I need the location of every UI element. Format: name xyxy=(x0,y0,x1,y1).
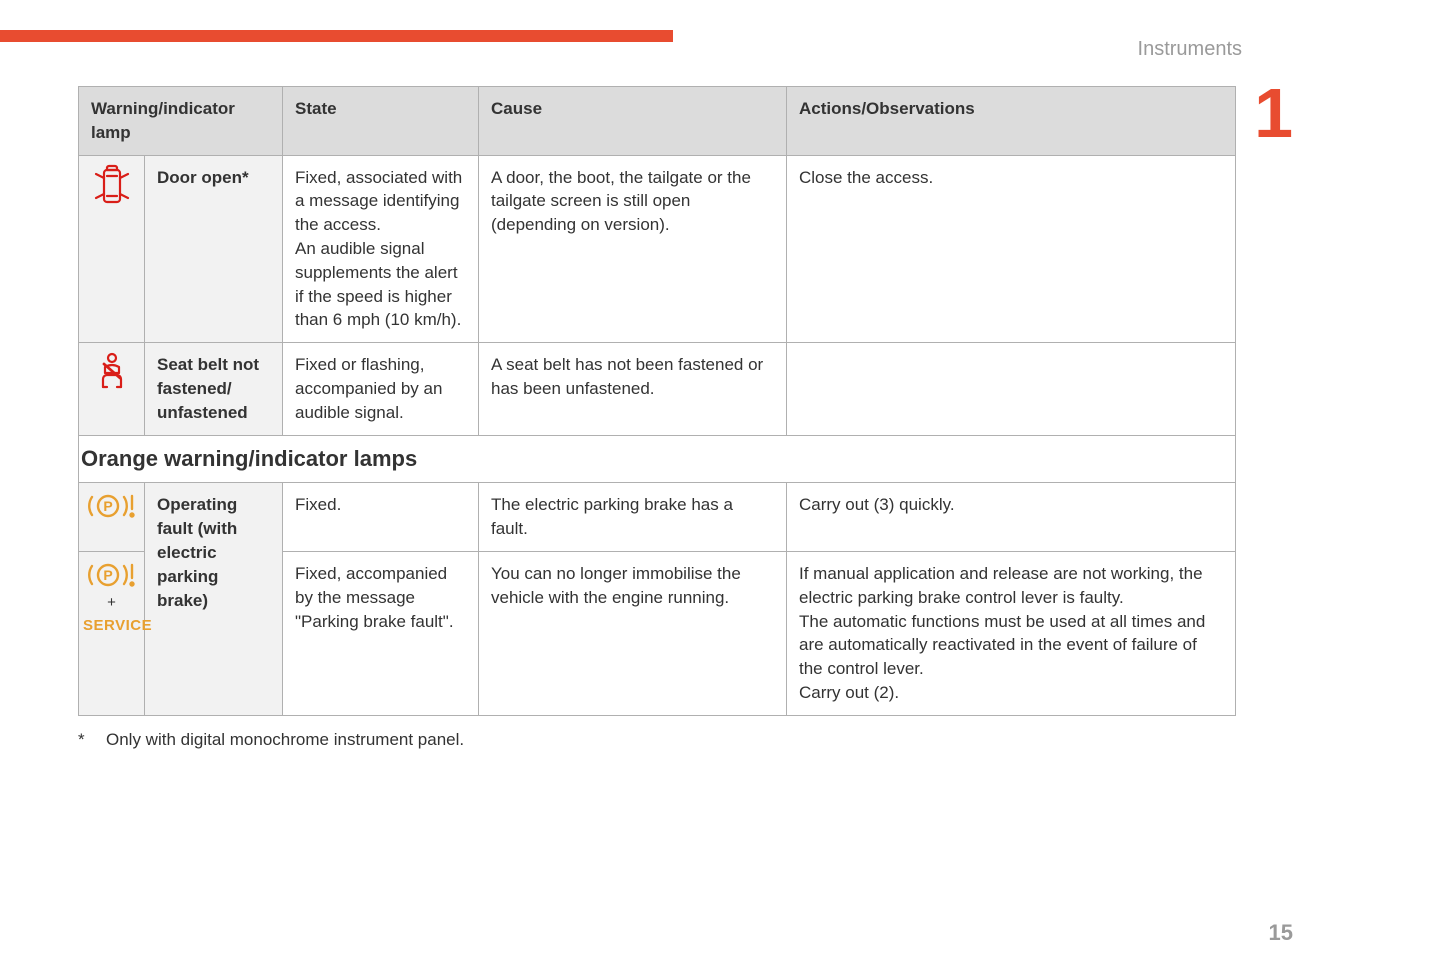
state-cell: Fixed, accompanied by the message "Parki… xyxy=(283,551,479,715)
page-number: 15 xyxy=(1269,920,1293,946)
lamp-label: Operating fault (with electric parking b… xyxy=(145,483,283,715)
parking-brake-icon: P xyxy=(86,560,138,590)
header-cause: Cause xyxy=(479,87,787,156)
plus-sign: + xyxy=(83,592,140,613)
seatbelt-icon-cell xyxy=(79,343,145,435)
table-row: Door open* Fixed, associated with a mess… xyxy=(79,155,1236,343)
section-heading: Orange warning/indicator lamps xyxy=(79,435,1236,483)
footnote-text: Only with digital monochrome instrument … xyxy=(106,730,464,750)
table-row: P Operating fault (with electric parking… xyxy=(79,483,1236,552)
parking-brake-icon: P xyxy=(86,491,138,521)
actions-cell: Carry out (3) quickly. xyxy=(787,483,1236,552)
door-open-icon xyxy=(93,164,131,206)
footnote-marker: * xyxy=(78,730,88,750)
main-content: Warning/indicator lamp State Cause Actio… xyxy=(78,86,1236,750)
cause-cell: You can no longer immobilise the vehicle… xyxy=(479,551,787,715)
cause-cell: A door, the boot, the tailgate or the ta… xyxy=(479,155,787,343)
lamp-label: Door open* xyxy=(145,155,283,343)
cause-cell: A seat belt has not been fastened or has… xyxy=(479,343,787,435)
actions-cell: If manual application and release are no… xyxy=(787,551,1236,715)
header-state: State xyxy=(283,87,479,156)
chapter-number: 1 xyxy=(1254,78,1293,148)
service-text: SERVICE xyxy=(83,615,140,636)
svg-text:P: P xyxy=(103,498,112,514)
header-actions: Actions/Observations xyxy=(787,87,1236,156)
state-cell: Fixed or flashing, accompanied by an aud… xyxy=(283,343,479,435)
lamp-label: Seat belt not fastened/ unfastened xyxy=(145,343,283,435)
actions-cell: Close the access. xyxy=(787,155,1236,343)
state-cell: Fixed, associated with a message identif… xyxy=(283,155,479,343)
cause-cell: The electric parking brake has a fault. xyxy=(479,483,787,552)
svg-text:P: P xyxy=(103,567,112,583)
section-heading-row: Orange warning/indicator lamps xyxy=(79,435,1236,483)
state-cell: Fixed. xyxy=(283,483,479,552)
seatbelt-icon xyxy=(95,351,129,391)
door-open-icon-cell xyxy=(79,155,145,343)
warning-lamps-table: Warning/indicator lamp State Cause Actio… xyxy=(78,86,1236,716)
parking-brake-icon-cell: P xyxy=(79,483,145,552)
top-accent-bar xyxy=(0,30,673,42)
header-lamp: Warning/indicator lamp xyxy=(79,87,283,156)
table-row: Seat belt not fastened/ unfastened Fixed… xyxy=(79,343,1236,435)
parking-brake-service-icon-cell: P + SERVICE xyxy=(79,551,145,715)
footnote: * Only with digital monochrome instrumen… xyxy=(78,730,1236,750)
section-label: Instruments xyxy=(1138,38,1242,61)
table-header-row: Warning/indicator lamp State Cause Actio… xyxy=(79,87,1236,156)
actions-cell xyxy=(787,343,1236,435)
